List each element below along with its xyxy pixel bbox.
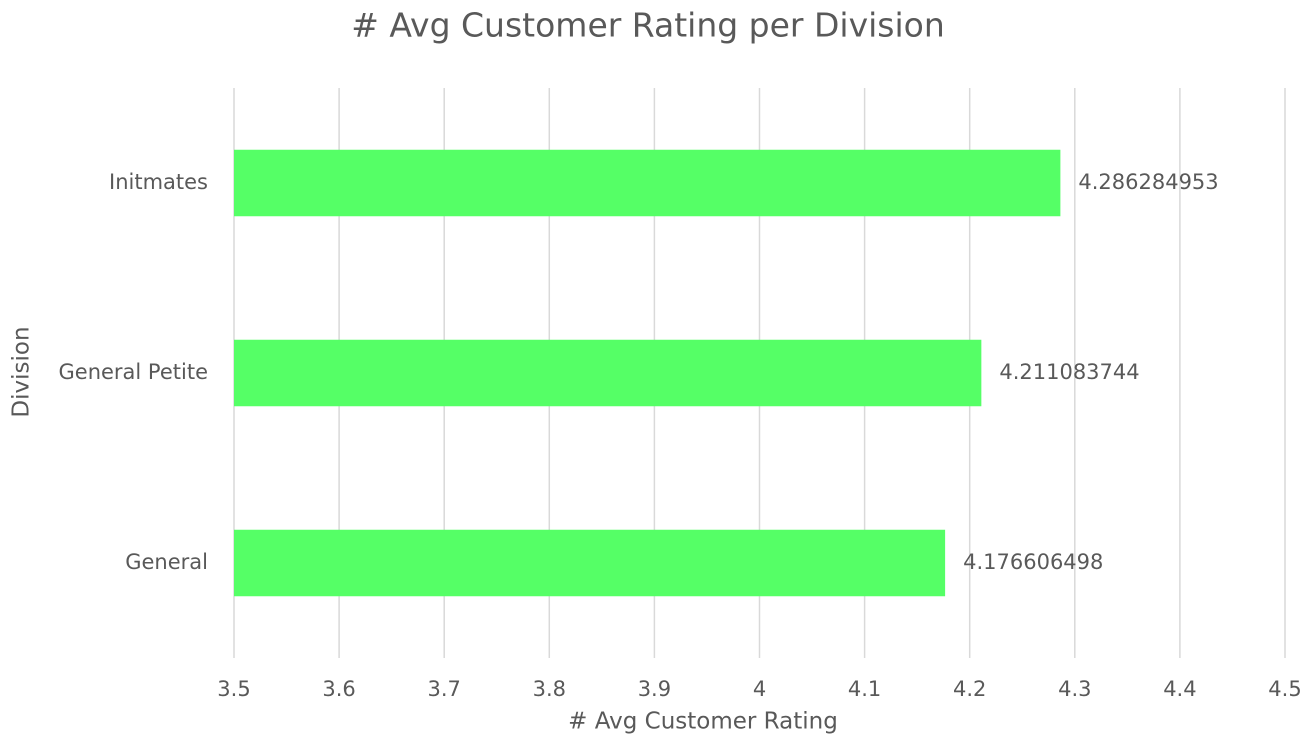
x-tick-label: 4.2	[953, 677, 986, 701]
data-label: 4.211083744	[999, 360, 1139, 384]
bar	[234, 339, 982, 407]
x-tick-label: 4.3	[1058, 677, 1091, 701]
x-tick-label: 3.8	[533, 677, 566, 701]
x-tick-label: 4.1	[848, 677, 881, 701]
data-label: 4.286284953	[1078, 170, 1218, 194]
y-tick-label: General Petite	[59, 360, 209, 384]
x-tick-label: 3.7	[427, 677, 460, 701]
x-tick-label: 4.5	[1268, 677, 1301, 701]
y-axis-title: Division	[9, 326, 35, 417]
bar	[234, 529, 946, 597]
x-tick-label: 3.6	[322, 677, 355, 701]
x-axis-title: # Avg Customer Rating	[568, 709, 838, 735]
x-tick-label: 4.4	[1163, 677, 1196, 701]
bar	[234, 149, 1061, 217]
x-tick-label: 4	[753, 677, 766, 701]
data-label: 4.176606498	[963, 550, 1103, 574]
chart-title: # Avg Customer Rating per Division	[351, 6, 944, 45]
y-tick-label: General	[125, 550, 208, 574]
x-tick-label: 3.5	[217, 677, 250, 701]
x-tick-label: 3.9	[638, 677, 671, 701]
y-tick-label: Initmates	[109, 170, 208, 194]
